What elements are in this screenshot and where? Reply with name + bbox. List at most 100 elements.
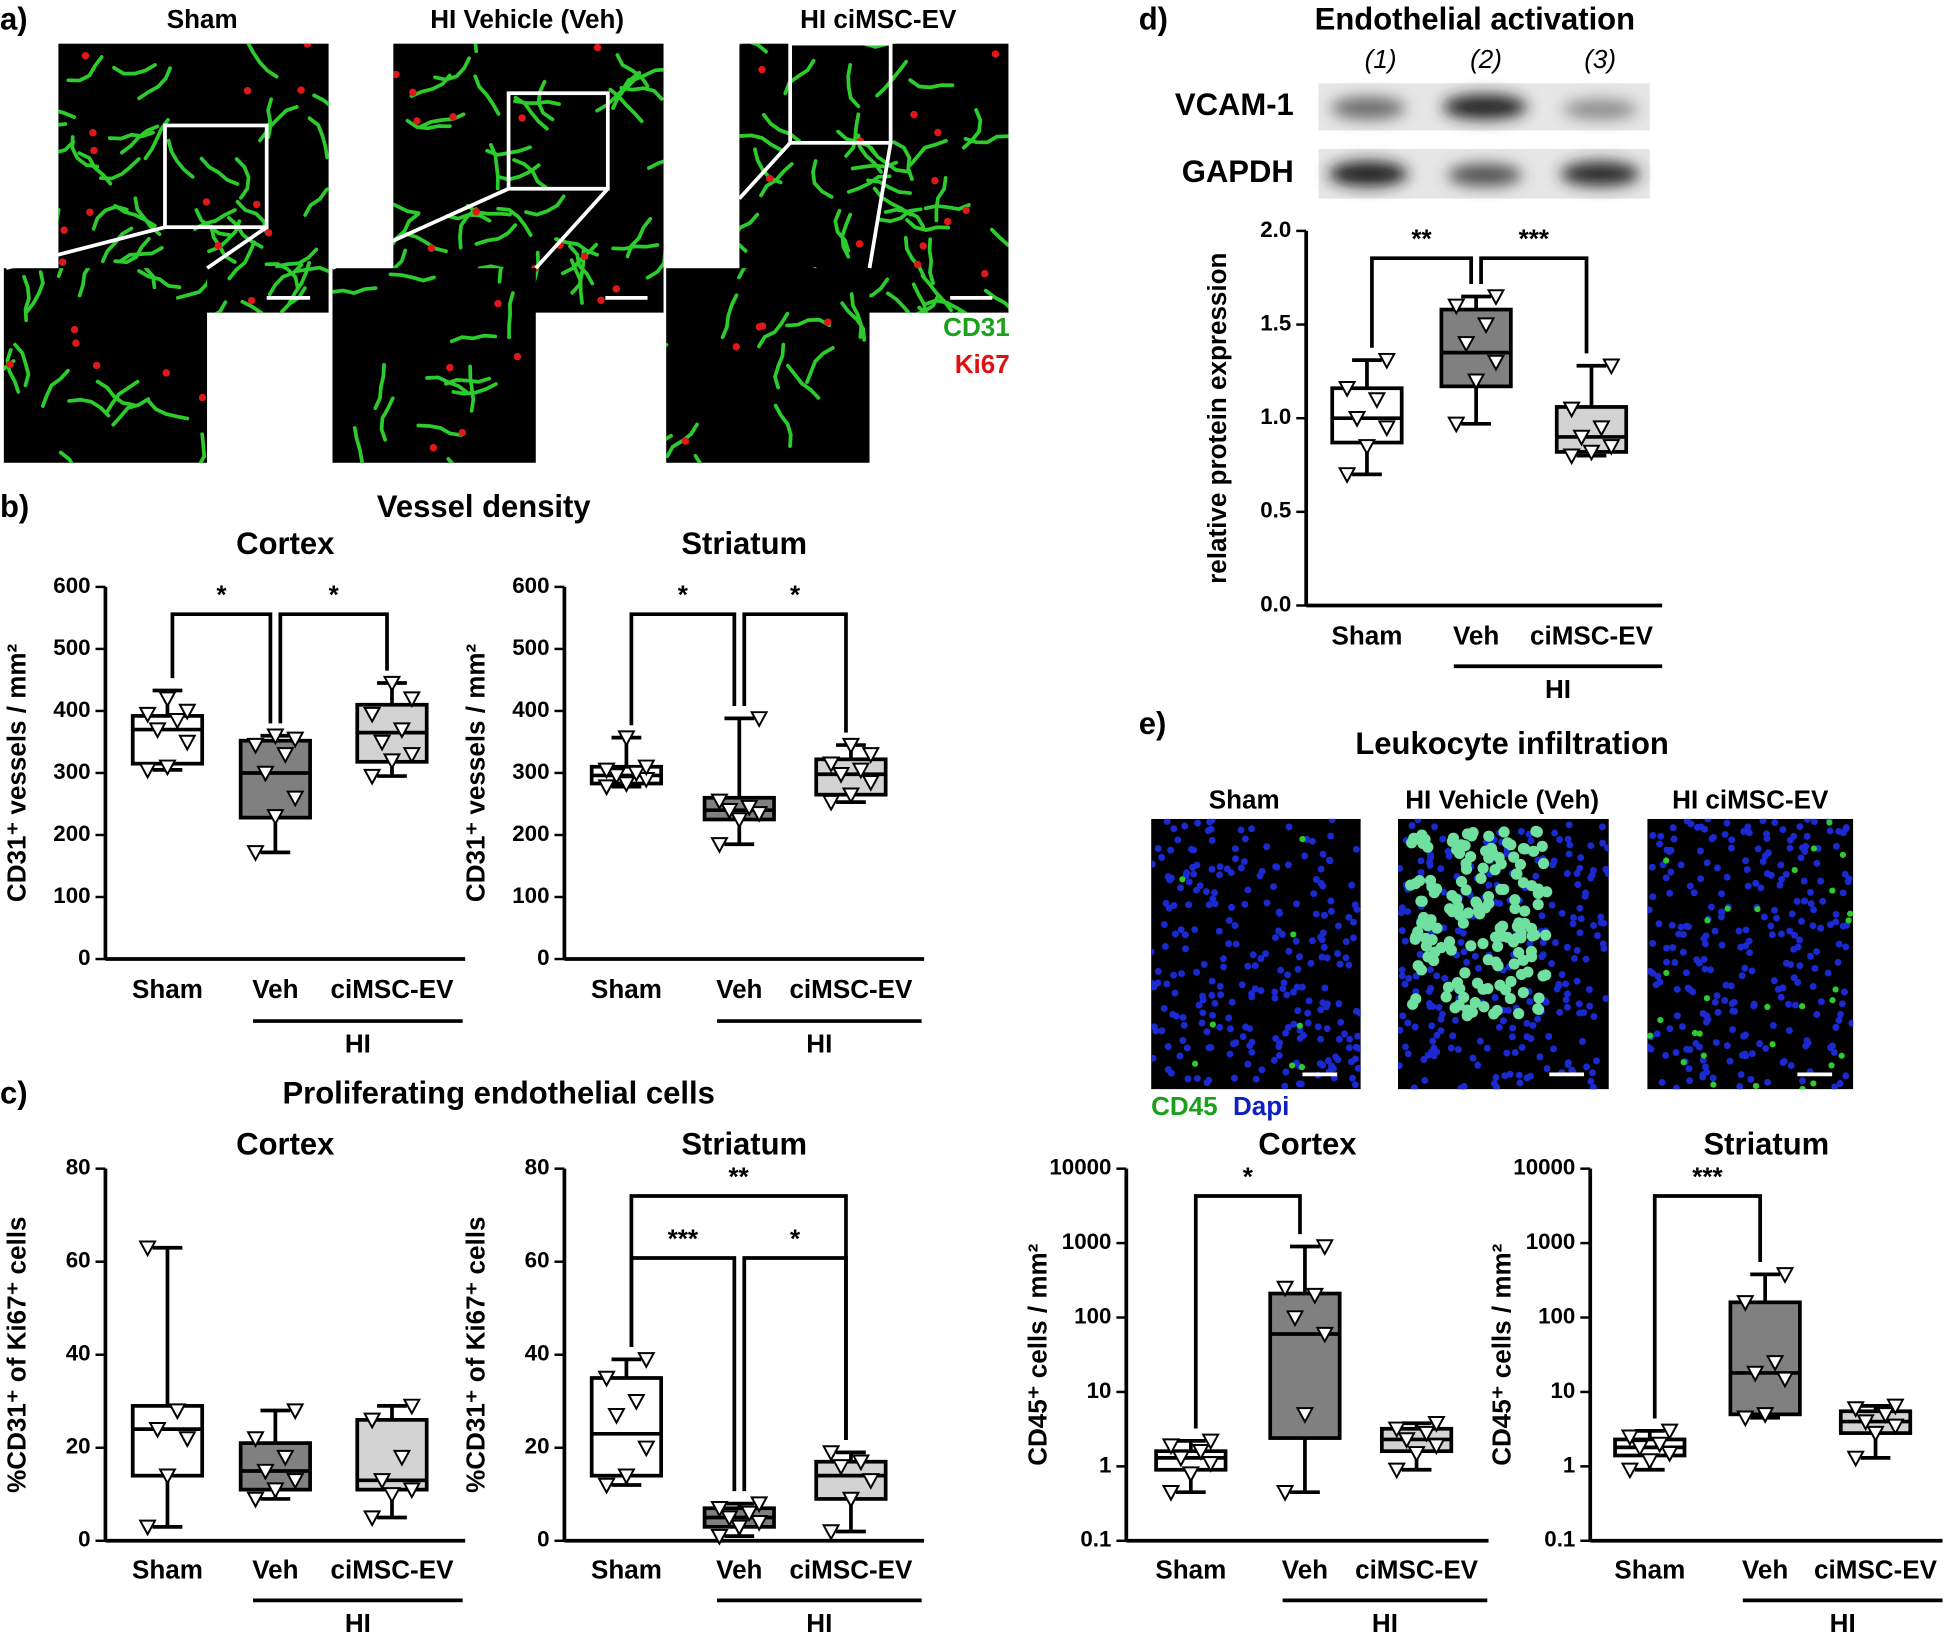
significance-label: * [790,580,801,610]
box-chart: Cortex %CD31⁺ of Ki67⁺ cells 0 20 40 60 80 Sham… [1,1127,466,1634]
data-point [402,691,421,709]
x-tick-label: ciMSC-EV [1814,1555,1938,1585]
nucleus [1683,818,1691,825]
data-point [1620,1429,1640,1447]
nucleus [1345,961,1353,969]
nucleus [1598,823,1606,831]
significance-label: * [1243,1161,1254,1191]
nucleus [1249,951,1257,959]
nucleus [1240,858,1248,866]
leukocyte [1466,1006,1478,1018]
leukocyte [1459,967,1471,979]
nucleus [1703,859,1711,867]
group-label: HI [1372,1608,1398,1634]
nucleus [1426,851,1434,859]
nucleus [1813,859,1821,867]
nucleus [1160,1004,1168,1012]
panel-label: b) [0,489,29,524]
nucleus [1813,1011,1821,1018]
nucleus [1219,955,1227,963]
nucleus [1590,921,1598,929]
nucleus [1284,1024,1292,1031]
nucleus [1548,960,1556,968]
nucleus [243,87,252,95]
nucleus [1345,1044,1353,1052]
nucleus [1813,948,1821,956]
data-point [276,1449,295,1467]
nucleus [1562,980,1570,988]
significance-bracket [170,612,273,724]
nucleus [1471,952,1479,960]
data-point [730,1519,749,1537]
y-tick-label: 1000 [1062,1229,1112,1254]
nucleus [1317,865,1325,873]
nucleus [1151,983,1158,991]
nucleus [1777,993,1785,1001]
vessel [352,426,365,463]
nucleus [1682,969,1690,977]
leukocyte [1799,1085,1806,1090]
nucleus [72,339,80,347]
nucleus [1460,948,1468,956]
nucleus [1701,965,1709,973]
nucleus [913,260,922,269]
leukocyte [1455,839,1467,851]
nucleus [1750,1000,1758,1008]
nucleus [1770,977,1778,985]
vessel [40,368,70,408]
nucleus [1677,861,1685,869]
data-point [382,753,402,771]
nucleus [1573,870,1581,877]
leukocyte [1480,845,1492,857]
vessel [866,178,912,195]
data-point [841,737,861,755]
vessel [444,376,492,386]
nucleus [1451,1016,1459,1024]
nucleus [1707,966,1715,974]
nucleus [1686,882,1694,890]
nucleus [1508,1033,1516,1041]
vessel [198,432,207,463]
nucleus [1449,1032,1457,1040]
box [130,1404,205,1478]
nucleus [1298,983,1306,991]
nucleus [1211,999,1219,1007]
leukocyte [1491,940,1504,952]
nucleus [1227,1025,1234,1033]
data-point [266,728,285,746]
nucleus [1290,1020,1298,1028]
data-point [597,1370,616,1388]
nucleus [1548,901,1556,909]
nucleus [1202,888,1210,896]
chart-title: Cortex [1258,1127,1357,1162]
nucleus [1577,915,1585,923]
nucleus [1807,952,1814,960]
leukocyte [1290,931,1297,938]
nucleus [1564,1060,1572,1068]
nucleus [1576,1009,1584,1017]
leukocyte [1517,986,1529,999]
nucleus [1346,1035,1354,1043]
nucleus [1668,921,1676,929]
vessel [963,134,1009,145]
leukocyte [1754,906,1761,913]
nucleus [1237,826,1245,834]
chart-title: Cortex [236,526,335,561]
nucleus [1797,854,1805,862]
nucleus [1273,863,1281,871]
nucleus [1562,996,1570,1004]
lane-label: (3) [1584,44,1616,74]
vessel [22,274,31,323]
image-title: HI Vehicle (Veh) [430,4,624,34]
nucleus [1539,939,1547,947]
nucleus [1420,1056,1428,1063]
nucleus [1729,1026,1737,1034]
nucleus [1475,964,1482,972]
nucleus [1354,1064,1361,1072]
nucleus [81,52,90,60]
nucleus [1279,985,1287,993]
nucleus [1654,972,1662,980]
nucleus [1170,825,1178,833]
micrograph [1397,818,1609,1090]
vessel [137,269,182,290]
